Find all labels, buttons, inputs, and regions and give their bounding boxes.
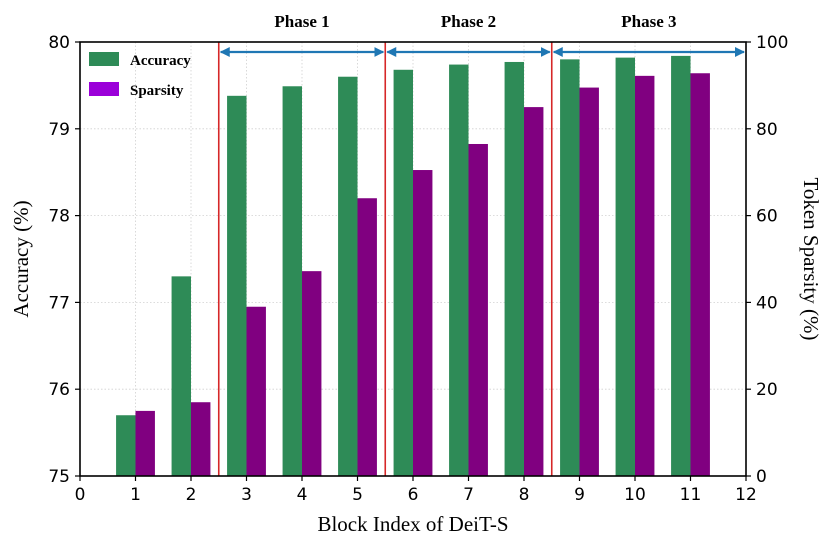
y-left-tick-label: 78: [48, 207, 70, 227]
bar-sparsity: [690, 73, 710, 477]
bar-accuracy: [560, 59, 580, 477]
bar-accuracy: [282, 86, 302, 476]
x-tick-label: 1: [130, 485, 141, 505]
x-tick-label: 3: [241, 485, 252, 505]
phase-label: Phase 3: [621, 12, 676, 31]
x-tick-label: 2: [186, 485, 197, 505]
y-right-tick-label: 60: [756, 207, 778, 227]
x-tick-label: 4: [297, 485, 308, 505]
bar-accuracy: [393, 69, 413, 476]
y-left-tick-label: 80: [48, 33, 70, 53]
bar-sparsity: [524, 107, 544, 476]
bar-accuracy: [449, 64, 469, 477]
x-tick-label: 7: [463, 485, 474, 505]
bar-sparsity: [468, 143, 488, 477]
bar-sparsity: [302, 271, 322, 476]
legend-label-accuracy: Accuracy: [130, 53, 191, 69]
y-right-tick-label: 100: [756, 33, 788, 53]
x-tick-label: 5: [352, 485, 363, 505]
x-tick-label: 12: [735, 485, 757, 505]
x-axis-title: Block Index of DeiT-S: [317, 512, 508, 536]
bar-accuracy: [227, 95, 247, 476]
x-tick-label: 6: [408, 485, 419, 505]
bar-accuracy: [338, 76, 358, 476]
bar-accuracy: [116, 415, 136, 476]
y-right-tick-label: 20: [756, 380, 778, 400]
x-tick-label: 8: [519, 485, 530, 505]
bar-sparsity: [191, 402, 211, 476]
legend-swatch-sparsity: [89, 82, 119, 96]
bar-sparsity: [135, 410, 155, 476]
legend-swatch-accuracy: [89, 52, 119, 66]
y-axis-left-title: Accuracy (%): [9, 200, 33, 317]
legend: Accuracy Sparsity: [89, 52, 191, 99]
x-tick-label: 11: [680, 485, 702, 505]
bar-sparsity: [579, 87, 599, 476]
y-axis-right-title: Token Sparsity (%): [799, 178, 823, 341]
bar-accuracy: [171, 276, 191, 476]
bar-accuracy: [504, 61, 524, 477]
x-tick-label: 10: [624, 485, 646, 505]
y-left-tick-label: 76: [48, 380, 70, 400]
y-left-tick-label: 75: [48, 467, 70, 487]
y-left-tick-label: 79: [48, 120, 70, 140]
bar-sparsity: [357, 198, 377, 477]
y-right-tick-label: 0: [756, 467, 767, 487]
legend-label-sparsity: Sparsity: [130, 83, 184, 99]
y-right-tick-label: 40: [756, 293, 778, 313]
bar-accuracy: [671, 55, 691, 476]
bar-accuracy: [615, 57, 635, 477]
phase-label: Phase 2: [441, 12, 496, 31]
bar-sparsity: [246, 306, 266, 476]
x-tick-label: 9: [574, 485, 585, 505]
bar-sparsity: [635, 75, 655, 477]
bar-sparsity: [413, 170, 433, 476]
phase-label: Phase 1: [274, 12, 329, 31]
x-tick-label: 0: [75, 485, 86, 505]
phase-annotations: Phase 1 Phase 2 Phase 3: [217, 12, 745, 476]
y-left-tick-label: 77: [48, 293, 70, 313]
bars: [116, 55, 710, 477]
y-right-tick-label: 80: [756, 120, 778, 140]
